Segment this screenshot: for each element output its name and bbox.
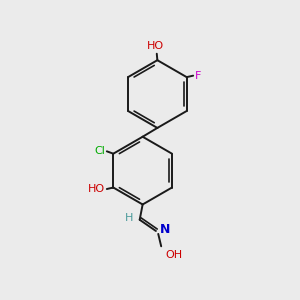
Text: OH: OH — [166, 250, 183, 260]
Text: F: F — [195, 71, 201, 81]
Text: HO: HO — [88, 184, 105, 194]
Text: HO: HO — [147, 41, 164, 51]
Text: Cl: Cl — [94, 146, 105, 156]
Text: H: H — [125, 213, 133, 223]
Text: N: N — [159, 223, 170, 236]
